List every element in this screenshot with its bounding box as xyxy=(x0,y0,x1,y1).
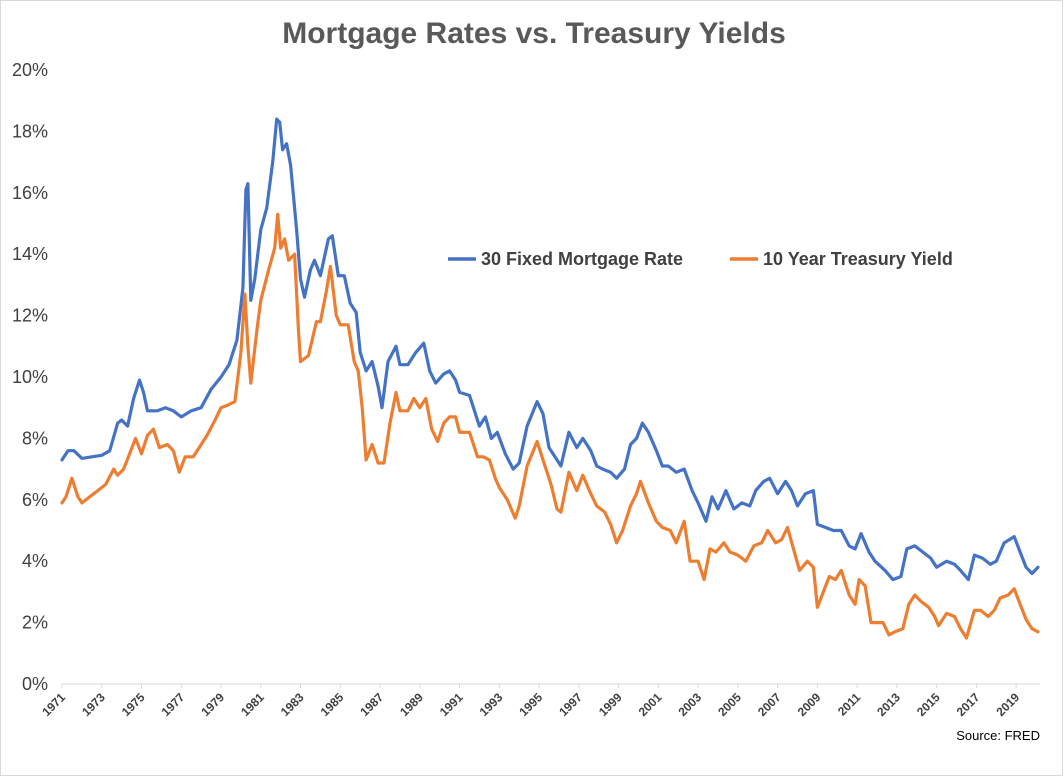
x-tick-label: 1989 xyxy=(397,690,426,719)
x-tick-label: 1971 xyxy=(39,690,68,719)
x-tick-label: 2005 xyxy=(715,690,744,719)
chart-title: Mortgage Rates vs. Treasury Yields xyxy=(282,17,786,50)
legend-label: 10 Year Treasury Yield xyxy=(763,249,953,269)
x-tick-label: 2019 xyxy=(993,690,1022,719)
y-tick-label: 6% xyxy=(22,490,48,510)
y-tick-label: 8% xyxy=(22,428,48,448)
x-tick-label: 1993 xyxy=(477,690,506,719)
x-tick-label: 2015 xyxy=(914,690,943,719)
x-tick-label: 1999 xyxy=(596,690,625,719)
y-tick-label: 18% xyxy=(12,121,48,141)
y-tick-label: 4% xyxy=(22,551,48,571)
x-tick-label: 2007 xyxy=(755,690,784,719)
x-tick-label: 2003 xyxy=(675,690,704,719)
x-tick-label: 1981 xyxy=(238,690,267,719)
x-tick-label: 2009 xyxy=(795,690,824,719)
x-tick-label: 2001 xyxy=(636,690,665,719)
x-tick-label: 2013 xyxy=(874,690,903,719)
x-tick-label: 1991 xyxy=(437,690,466,719)
y-tick-label: 16% xyxy=(12,183,48,203)
x-tick-label: 1987 xyxy=(357,690,386,719)
x-tick-label: 2017 xyxy=(954,690,983,719)
y-tick-label: 14% xyxy=(12,244,48,264)
series-group xyxy=(60,117,1040,640)
x-tick-label: 1979 xyxy=(198,690,227,719)
x-tick-label: 1983 xyxy=(278,690,307,719)
x-tick-label: 1995 xyxy=(516,690,545,719)
source-note: Source: FRED xyxy=(956,728,1040,743)
legend-label: 30 Fixed Mortgage Rate xyxy=(481,249,683,269)
y-tick-label: 20% xyxy=(12,60,48,80)
y-axis: 0% 2% 4% 6% 8% 10% 12% 14% 16% 18% 20% xyxy=(12,60,48,694)
x-tick-label: 1975 xyxy=(119,690,148,719)
mortgage-rate-line xyxy=(60,117,1040,582)
x-tick-label: 1997 xyxy=(556,690,585,719)
y-tick-label: 10% xyxy=(12,367,48,387)
y-tick-label: 2% xyxy=(22,613,48,633)
x-tick-label: 1977 xyxy=(159,690,188,719)
legend: 30 Fixed Mortgage Rate 10 Year Treasury Y… xyxy=(448,249,953,269)
x-tick-label: 1985 xyxy=(318,690,347,719)
x-tick-label: 1973 xyxy=(79,690,108,719)
treasury-yield-line xyxy=(60,212,1040,640)
x-tick-label: 2011 xyxy=(835,690,864,719)
y-tick-label: 12% xyxy=(12,306,48,326)
y-tick-label: 0% xyxy=(22,674,48,694)
x-axis: 1971 1973 1975 1977 1979 1981 1983 1985 1987 1989… xyxy=(39,684,1022,719)
